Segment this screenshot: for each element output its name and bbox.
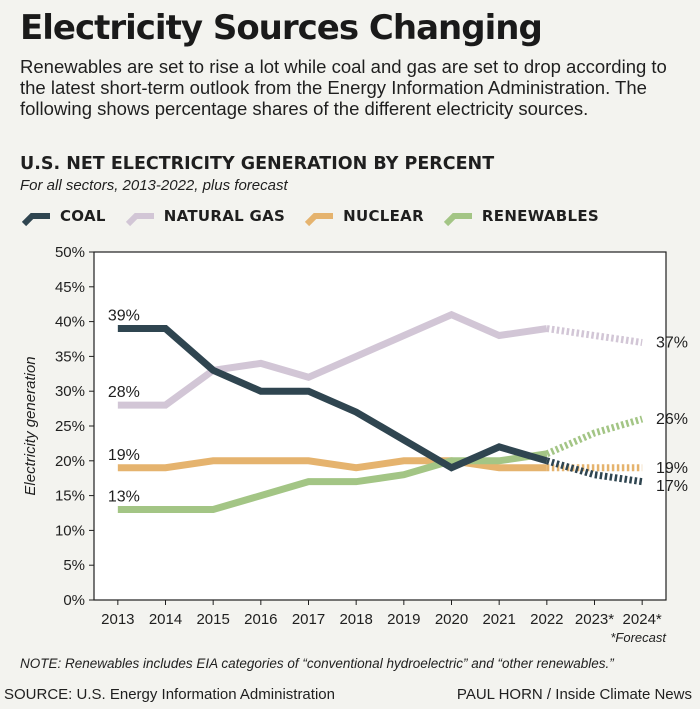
x-tick-label: 2024* — [623, 611, 662, 628]
series-natural-gas-forecast — [546, 325, 643, 346]
series-coal-line — [117, 325, 548, 472]
y-tick-label: 45% — [55, 279, 85, 296]
series-natural-gas-end-label: 37% — [656, 334, 688, 351]
x-tick-label: 2022 — [530, 611, 563, 628]
legend-swatch-renewables — [443, 213, 472, 227]
legend-label-natural-gas: NATURAL GAS — [163, 207, 286, 225]
x-tick-label: 2020 — [435, 611, 468, 628]
forecast-note: *Forecast — [610, 630, 667, 645]
legend-label-renewables: RENEWABLES — [481, 207, 600, 225]
x-tick-label: 2015 — [196, 611, 229, 628]
chart-title: U.S. NET ELECTRICITY GENERATION BY PERCE… — [20, 154, 495, 174]
y-tick-label: 40% — [55, 314, 85, 331]
series-natural-gas-line — [117, 310, 548, 409]
legend-label-coal: COAL — [60, 207, 106, 225]
series-nuclear-start-label: 19% — [108, 447, 140, 464]
x-tick-label: 2021 — [482, 611, 515, 628]
legend-item-coal: COAL — [22, 205, 106, 227]
y-tick-label: 25% — [55, 418, 85, 435]
y-tick-label: 20% — [55, 453, 85, 470]
line-chart: 0% 5% 10% 15% 20% 25% 30% 35% 40% 45% 50% Electrici… — [22, 244, 688, 645]
page-subtitle: Renewables are set to rise a lot while c… — [20, 56, 667, 119]
chart-legend: COAL NATURAL GAS NUCLEAR RENEWABLES — [22, 204, 619, 228]
y-tick-label: 5% — [63, 557, 85, 574]
x-tick-label: 2016 — [244, 611, 277, 628]
page-title: Electricity Sources Changing — [20, 8, 543, 48]
x-tick-label: 2018 — [339, 611, 372, 628]
chart-subtitle: For all sectors, 2013-2022, plus forecas… — [20, 177, 288, 194]
series-coal-start-label: 39% — [108, 308, 140, 325]
y-tick-label: 35% — [55, 348, 85, 365]
y-tick-label: 10% — [55, 522, 85, 539]
series-renewables-start-label: 13% — [108, 489, 140, 506]
y-tick-label: 30% — [55, 383, 85, 400]
legend-swatch-coal — [22, 213, 50, 227]
x-tick-label: 2023* — [575, 611, 614, 628]
legend-swatch-nuclear — [305, 213, 334, 227]
series-nuclear-end-label: 19% — [656, 460, 688, 477]
legend-item-renewables: RENEWABLES — [443, 205, 600, 227]
series-natural-gas-start-label: 28% — [108, 384, 140, 401]
x-tick-label: 2014 — [149, 611, 182, 628]
chart-note: NOTE: Renewables includes EIA categories… — [20, 656, 614, 671]
legend-label-nuclear: NUCLEAR — [343, 207, 424, 225]
x-tick-label: 2017 — [292, 611, 325, 628]
legend-item-natural-gas: NATURAL GAS — [125, 205, 286, 227]
x-tick-label: 2019 — [387, 611, 420, 628]
y-tick-label: 15% — [55, 488, 85, 505]
series-coal-end-label: 17% — [656, 478, 688, 495]
author-credit: PAUL HORN / Inside Climate News — [456, 686, 692, 703]
legend-swatch-natural-gas — [125, 213, 154, 227]
y-tick-label: 50% — [55, 244, 85, 261]
x-tick-label: 2013 — [101, 611, 134, 628]
series-renewables-end-label: 26% — [656, 411, 688, 428]
y-tick-label: 0% — [63, 592, 85, 609]
source-credit: SOURCE: U.S. Energy Information Administ… — [4, 686, 335, 703]
series-coal-forecast — [545, 457, 643, 486]
legend-item-nuclear: NUCLEAR — [305, 205, 424, 227]
y-axis-label: Electricity generation — [22, 356, 39, 495]
series-renewables-forecast — [545, 415, 644, 458]
